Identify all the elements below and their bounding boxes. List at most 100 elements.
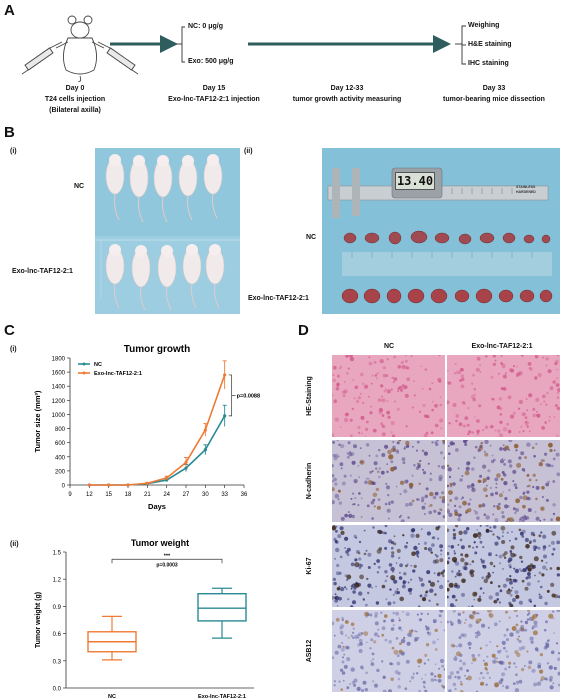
growth-series-1-point (223, 373, 227, 377)
growth-x-tick-label: 30 (202, 492, 209, 498)
tumor-weight-chart: Tumor weight 0.0 0.3 0.6 0.9 1.2 1.5 Tumor weig… (35, 538, 254, 700)
caliper-label-stainless: STAINLESS (516, 185, 536, 189)
weight-chart-title: Tumor weight (131, 538, 189, 548)
panel-label-b: B (4, 124, 15, 141)
growth-y-tick-label: 1600 (52, 371, 66, 377)
step-2-day: Day 12-33 (330, 85, 364, 92)
growth-series-1-point (165, 476, 169, 480)
caliper-readout: 13.40 (395, 172, 435, 190)
he-stain-image (332, 355, 445, 437)
weight-y-tick-label: 1.5 (53, 551, 62, 557)
growth-x-tick-label: 18 (125, 492, 132, 498)
growth-y-tick-label: 0 (62, 484, 66, 490)
group-nc-dose: NC: 0 μg/g (188, 23, 224, 30)
growth-series-0-point (184, 466, 188, 470)
growth-x-tick-label: 12 (86, 492, 93, 498)
panel-label-c: C (4, 322, 15, 339)
ihc-stain-image (332, 610, 445, 692)
growth-series-1-point (126, 483, 130, 487)
growth-series-1-point (184, 460, 188, 465)
step-3-desc: tumor-bearing mice dissection (443, 96, 545, 103)
step-0-desc: T24 cells injection (44, 96, 106, 103)
growth-legend-1-label: Exo-lnc-TAF12-2:1 (94, 371, 142, 377)
panel-b-i-row-nc: NC (74, 183, 85, 190)
growth-y-tick-label: 600 (55, 441, 66, 447)
step-3-day: Day 33 (482, 85, 506, 92)
weight-y-tick-label: 1.2 (53, 578, 62, 584)
weight-y-tick-label: 0.3 (53, 659, 62, 665)
ihc-row-label: N-cadherin (306, 462, 313, 500)
weight-category-label-0: NC (108, 694, 116, 700)
ihc-stain-image (447, 440, 560, 522)
weight-y-tick-label: 0.6 (53, 632, 62, 638)
weight-significance-stars: *** (164, 553, 171, 559)
weight-box-1-iqr (197, 593, 247, 622)
growth-y-tick-label: 400 (55, 455, 66, 461)
ihc-image-grid: HE-Staining N-cadherin Ki-67 ASB12 (306, 355, 562, 695)
weight-significance-bracket (111, 558, 223, 564)
growth-y-tick-label: 1200 (52, 399, 66, 405)
ihc-row-label: HE-Staining (306, 376, 313, 416)
weight-category-label-1: Exo-lnc-TAF12-2:1 (198, 694, 246, 700)
panel-c-sub-i: (i) (10, 346, 17, 353)
step-0-day: Day 0 (65, 85, 85, 92)
growth-x-tick-label: 24 (163, 492, 170, 498)
growth-x-tick-label: 9 (68, 492, 72, 498)
tumor-caliper-drawing (322, 148, 560, 314)
ihc-stain-image (447, 610, 560, 692)
outcome-ihc-staining: IHC staining (468, 60, 509, 67)
mice-photo (95, 148, 240, 314)
growth-series-1-line (89, 374, 226, 486)
ihc-stain-image (332, 525, 445, 607)
step-1-day: Day 15 (202, 85, 226, 92)
growth-x-tick-label: 21 (144, 492, 151, 498)
outcome-he-staining: H&E staining (468, 41, 512, 48)
panel-b-sub-i: (i) (10, 148, 17, 155)
panel-b-ii-row-exo: Exo-lnc-TAF12-2:1 (248, 295, 309, 302)
growth-p-value: p=0.0088 (237, 393, 260, 399)
group-exo-dose: Exo: 500 μg/g (188, 58, 234, 65)
growth-series-1-point (107, 483, 111, 487)
growth-x-tick-label: 27 (183, 492, 190, 498)
ihc-stain-image (332, 440, 445, 522)
growth-series-0-point (203, 448, 207, 452)
ihc-row-label: Ki-67 (306, 557, 313, 575)
he-stain-image (447, 355, 560, 437)
growth-legend-0-label: NC (94, 362, 102, 368)
panel-b-i-row-exo: Exo-lnc-TAF12-2:1 (12, 268, 73, 275)
growth-series-0-point (223, 414, 227, 418)
ihc-stain-image (447, 525, 560, 607)
caliper-label-hardened: HARDENED (516, 190, 536, 194)
panel-b-ii-row-nc: NC (306, 234, 317, 241)
step-2-desc: tumor growth activity measuring (292, 96, 402, 103)
panel-b-sub-ii: (ii) (244, 148, 253, 155)
outcome-weighing: Weighing (468, 22, 500, 29)
timeline-arrows (110, 25, 466, 65)
growth-legend-0-marker (82, 362, 86, 366)
growth-y-tick-label: 1000 (52, 413, 66, 419)
growth-x-tick-label: 15 (105, 492, 112, 498)
panel-d-col-exo: Exo-lnc-TAF12-2:1 (471, 343, 533, 350)
growth-series-1-point (87, 483, 91, 487)
growth-significance-bracket (228, 374, 233, 417)
tumor-growth-chart: Tumor growth 0 200 400 600 800 1000 1200 1400 160… (33, 344, 260, 511)
tumor-caliper-photo (322, 148, 560, 314)
growth-y-tick-label: 1400 (52, 385, 66, 391)
growth-chart-title: Tumor growth (124, 344, 190, 355)
growth-legend-1-marker (82, 371, 86, 375)
growth-x-tick-label: 36 (241, 492, 248, 498)
step-1-desc: Exo-lnc-TAF12-2:1 injection (168, 96, 260, 103)
panel-d-col-nc: NC (383, 343, 395, 350)
mice-photo-drawing (95, 148, 240, 314)
panel-label-d: D (298, 322, 309, 339)
growth-series-1-point (145, 481, 149, 485)
growth-x-axis-label: Days (148, 502, 166, 511)
panel-c-sub-ii: (ii) (10, 541, 19, 548)
growth-y-tick-label: 1800 (52, 357, 66, 363)
weight-y-tick-label: 0.9 (53, 605, 62, 611)
step-0-desc2: (Bilateral axilla) (49, 107, 101, 114)
growth-y-axis-label: Tumor size (mm³) (33, 390, 42, 452)
weight-p-value: p=0.0003 (156, 562, 177, 568)
growth-y-tick-label: 800 (55, 427, 66, 433)
growth-series-1-point (203, 428, 207, 432)
